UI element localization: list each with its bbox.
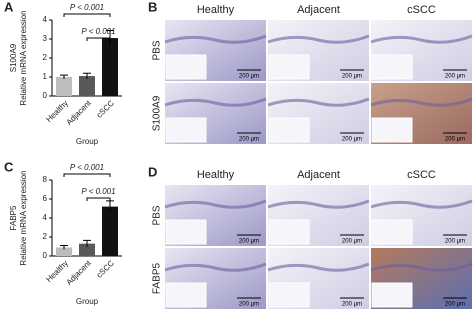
column-header: Healthy bbox=[197, 4, 235, 16]
x-tick-label: cSCC bbox=[95, 98, 116, 119]
tissue-edge bbox=[164, 199, 267, 209]
y-label: Relative mRNA expression bbox=[19, 10, 28, 105]
inset-image bbox=[165, 117, 207, 143]
y-tick-label: 4 bbox=[43, 213, 48, 222]
error-bar bbox=[60, 74, 68, 79]
x-tick-label: Adjacent bbox=[65, 98, 94, 127]
tissue-edge bbox=[267, 34, 370, 44]
tissue-edge bbox=[164, 97, 267, 107]
error-bar bbox=[60, 245, 68, 250]
scale-bar-label: 200 μm bbox=[445, 239, 465, 245]
panel-letter: C bbox=[4, 159, 14, 174]
error-bar bbox=[83, 239, 91, 247]
y-tick-label: 3 bbox=[43, 34, 48, 43]
scale-bar-label: 200 μm bbox=[239, 137, 259, 143]
y-tick-label: 4 bbox=[43, 15, 48, 24]
y-title: FABP5 bbox=[9, 205, 18, 230]
row-label: PBS bbox=[152, 40, 163, 60]
inset-image bbox=[268, 117, 310, 143]
bar bbox=[79, 243, 95, 256]
significance-bracket bbox=[86, 197, 111, 201]
significance-label: P < 0.001 bbox=[81, 27, 115, 36]
inset-image bbox=[268, 54, 310, 80]
scale-bar-label: 200 μm bbox=[239, 74, 259, 80]
column-header: Healthy bbox=[197, 169, 235, 181]
tissue-edge bbox=[370, 199, 473, 209]
column-header: cSCC bbox=[407, 4, 436, 16]
inset-image bbox=[371, 117, 413, 143]
column-header: Adjacent bbox=[297, 169, 340, 181]
bar bbox=[56, 77, 72, 96]
scale-bar-label: 200 μm bbox=[445, 302, 465, 308]
x-label: Group bbox=[76, 137, 99, 146]
x-label: Group bbox=[76, 297, 99, 306]
column-header: Adjacent bbox=[297, 4, 340, 16]
inset-image bbox=[268, 219, 310, 245]
row-label: PBS bbox=[152, 205, 163, 225]
scale-bar-label: 200 μm bbox=[342, 302, 362, 308]
significance-bracket bbox=[63, 173, 111, 177]
significance-label: P < 0.001 bbox=[70, 163, 104, 172]
column-header: cSCC bbox=[407, 169, 436, 181]
significance-bracket bbox=[63, 13, 111, 17]
bar bbox=[79, 76, 95, 96]
tissue-edge bbox=[267, 199, 370, 209]
bar bbox=[102, 206, 118, 256]
significance-bracket bbox=[86, 37, 111, 41]
significance-label: P < 0.001 bbox=[81, 187, 115, 196]
scale-bar-label: 200 μm bbox=[342, 239, 362, 245]
row-label: FABP5 bbox=[152, 263, 163, 295]
y-tick-label: 6 bbox=[43, 194, 48, 203]
y-tick-label: 0 bbox=[43, 91, 48, 100]
scale-bar-label: 200 μm bbox=[342, 74, 362, 80]
panel-letter: B bbox=[148, 0, 157, 14]
inset-image bbox=[165, 219, 207, 245]
y-tick-label: 2 bbox=[43, 53, 48, 62]
y-title: S100A9 bbox=[9, 43, 18, 72]
scale-bar-label: 200 μm bbox=[239, 239, 259, 245]
scale-bar-label: 200 μm bbox=[445, 74, 465, 80]
panel-letter: A bbox=[4, 0, 14, 14]
tissue-edge bbox=[370, 97, 473, 107]
y-tick-label: 0 bbox=[43, 251, 48, 260]
bar bbox=[102, 38, 118, 96]
tissue-edge bbox=[370, 34, 473, 44]
significance-label: P < 0.001 bbox=[70, 3, 104, 12]
row-label: S100A9 bbox=[152, 95, 163, 131]
error-bar bbox=[83, 72, 91, 79]
y-label: Relative mRNA expression bbox=[19, 170, 28, 265]
inset-image bbox=[371, 282, 413, 308]
y-tick-label: 8 bbox=[43, 175, 48, 184]
y-tick-label: 1 bbox=[43, 72, 48, 81]
inset-image bbox=[268, 282, 310, 308]
inset-image bbox=[165, 54, 207, 80]
inset-image bbox=[371, 54, 413, 80]
x-tick-label: Adjacent bbox=[65, 258, 94, 287]
tissue-edge bbox=[370, 262, 473, 272]
bar bbox=[56, 247, 72, 256]
inset-image bbox=[165, 282, 207, 308]
tissue-edge bbox=[267, 97, 370, 107]
scale-bar-label: 200 μm bbox=[239, 302, 259, 308]
tissue-edge bbox=[164, 34, 267, 44]
scale-bar-label: 200 μm bbox=[445, 137, 465, 143]
tissue-edge bbox=[164, 262, 267, 272]
y-tick-label: 2 bbox=[43, 232, 48, 241]
scale-bar-label: 200 μm bbox=[342, 137, 362, 143]
x-tick-label: cSCC bbox=[95, 258, 116, 279]
panel-letter: D bbox=[148, 164, 157, 179]
tissue-edge bbox=[267, 262, 370, 272]
inset-image bbox=[371, 219, 413, 245]
